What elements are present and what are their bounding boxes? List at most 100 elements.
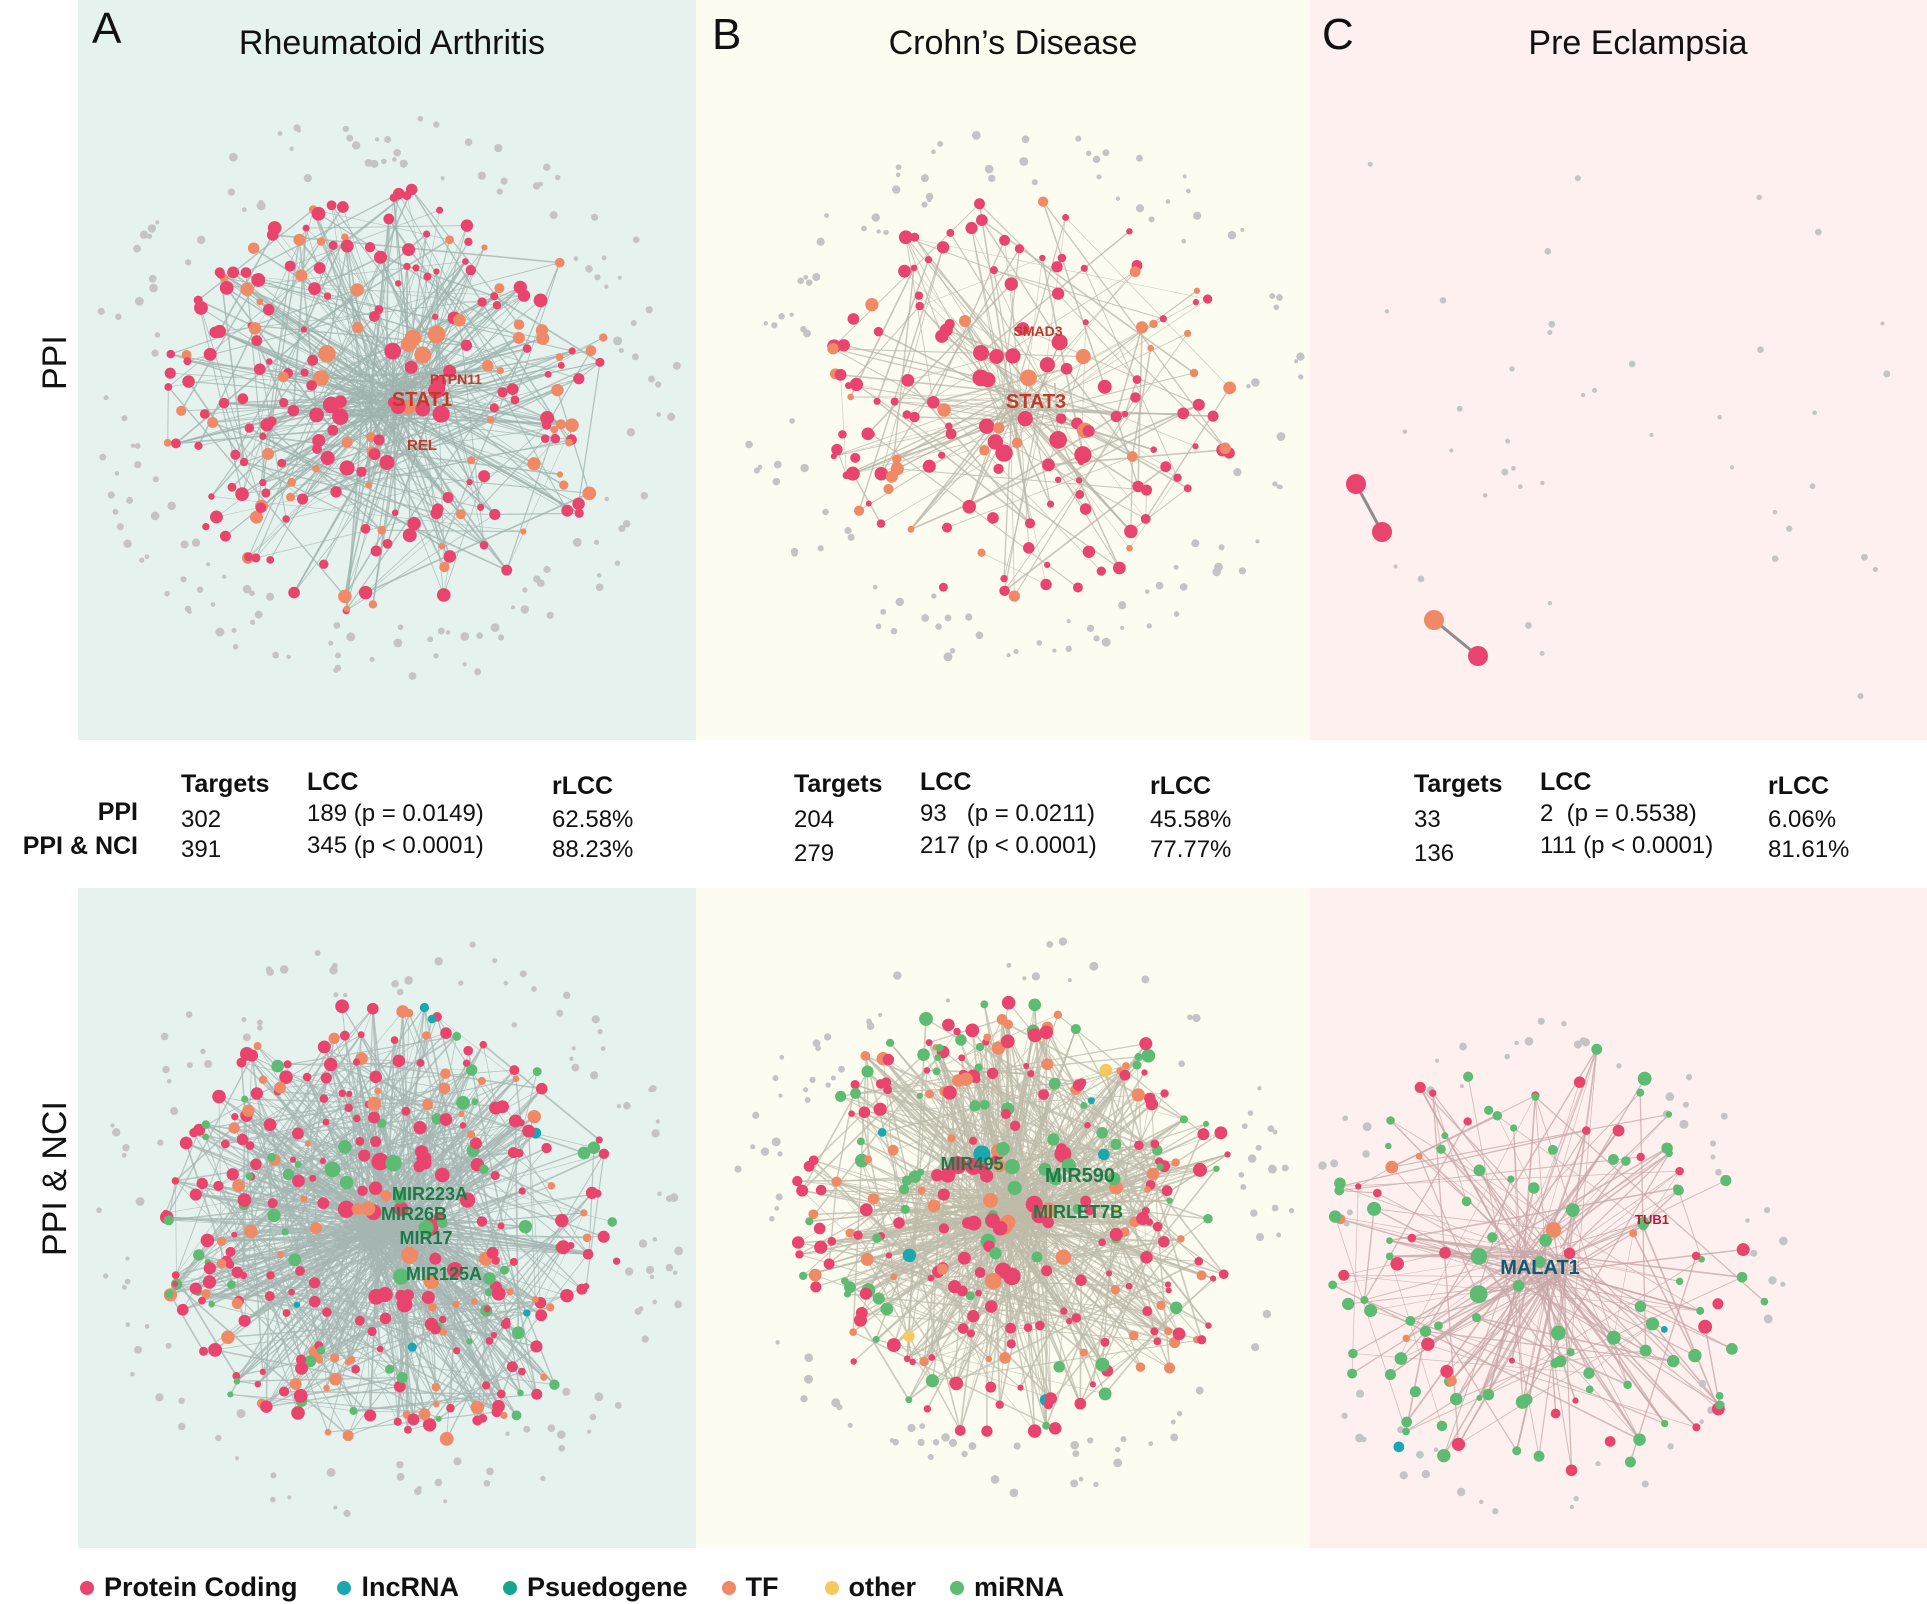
network-node <box>1629 1229 1638 1238</box>
isolated-node <box>589 1071 599 1080</box>
isolated-node <box>1745 1218 1750 1223</box>
network-node <box>1027 1424 1042 1438</box>
isolated-node <box>632 236 640 244</box>
network-edge <box>1562 1258 1573 1471</box>
isolated-node <box>1022 976 1027 981</box>
network-edge <box>175 1274 537 1347</box>
isolated-node <box>1066 619 1071 624</box>
isolated-node <box>258 199 264 205</box>
network-node <box>1132 1060 1142 1070</box>
network-node <box>1736 1271 1748 1283</box>
network-node <box>358 1149 371 1162</box>
network-node <box>176 1303 189 1316</box>
network-node <box>792 1175 803 1187</box>
network-node <box>1084 1204 1095 1216</box>
network-edge <box>1363 1121 1469 1301</box>
network-edge <box>365 492 590 594</box>
network-edge <box>201 1183 349 1436</box>
network-edge <box>326 1311 401 1387</box>
network-node <box>1203 1214 1213 1224</box>
network-edge <box>1528 1275 1629 1386</box>
network-edge <box>234 1116 375 1219</box>
network-node <box>585 1249 593 1256</box>
network-node <box>979 445 990 456</box>
network-node <box>479 540 489 550</box>
network-edge <box>195 1194 399 1237</box>
stats-c-ppi-lcc: 2 (p = 0.5538) <box>1540 800 1697 827</box>
network-node <box>227 1391 234 1398</box>
network-node <box>992 1220 1008 1236</box>
network-edge <box>361 1035 427 1233</box>
isolated-node <box>1780 1281 1786 1287</box>
isolated-node <box>369 656 375 663</box>
network-node <box>1492 1111 1503 1121</box>
network-node <box>1223 381 1237 395</box>
isolated-node <box>1880 321 1885 326</box>
isolated-node <box>1251 378 1260 387</box>
network-node <box>1528 1182 1540 1194</box>
isolated-node <box>648 375 656 383</box>
network-node <box>1179 1115 1188 1124</box>
network-node <box>1131 1088 1145 1102</box>
network-node <box>278 371 289 383</box>
network-edge <box>223 402 387 408</box>
network-node <box>219 281 234 295</box>
network-edge <box>1523 1095 1537 1251</box>
network-edge <box>941 336 1080 495</box>
network-node <box>928 1354 936 1361</box>
isolated-node <box>880 608 887 615</box>
network-node <box>1218 1269 1229 1280</box>
isolated-node <box>1181 238 1187 244</box>
network-node <box>477 503 485 511</box>
network-node <box>489 1101 503 1115</box>
network-edge <box>1042 201 1106 387</box>
network-edge <box>923 1026 1048 1362</box>
network-node <box>1414 1081 1426 1094</box>
network-node <box>1439 1247 1451 1259</box>
network-node <box>374 1087 382 1095</box>
network-node <box>198 1296 206 1305</box>
network-node <box>989 1247 1002 1260</box>
network-node <box>1134 1140 1144 1151</box>
network-node <box>1095 1357 1110 1372</box>
network-node <box>210 510 223 524</box>
network-edge <box>481 1212 584 1222</box>
isolated-node <box>125 1256 130 1261</box>
network-node <box>1027 1028 1042 1043</box>
isolated-node <box>1417 575 1425 583</box>
isolated-node <box>961 1450 968 1458</box>
network-node <box>973 344 989 361</box>
network-node <box>1014 244 1025 254</box>
network-node <box>813 1222 826 1235</box>
network-edge <box>1036 1070 1121 1221</box>
network-node <box>547 1182 556 1190</box>
network-node <box>1409 1386 1421 1398</box>
network-edge <box>528 1131 541 1303</box>
isolated-node <box>1416 1450 1424 1459</box>
network-node <box>1436 1420 1448 1432</box>
network-node <box>341 233 349 241</box>
network-node <box>980 1000 989 1009</box>
network-edge <box>167 386 346 597</box>
isolated-node <box>674 1300 682 1309</box>
network-node <box>803 1160 815 1172</box>
isolated-node <box>1187 1014 1193 1021</box>
network-node <box>391 509 399 517</box>
isolated-node <box>1155 581 1164 590</box>
network-node <box>989 266 998 275</box>
network-node <box>462 258 469 265</box>
network-node <box>1132 480 1144 493</box>
isolated-node <box>151 349 159 357</box>
network-node <box>1054 476 1062 483</box>
isolated-node <box>1178 1060 1185 1068</box>
network-node <box>1121 410 1129 418</box>
network-node <box>220 1139 230 1149</box>
network-edge <box>1553 1270 1719 1410</box>
isolated-node <box>328 640 334 646</box>
network-edge <box>398 193 516 401</box>
isolated-node <box>154 332 161 338</box>
network-node <box>999 585 1010 597</box>
isolated-node <box>824 1033 832 1041</box>
network-node <box>815 1184 827 1196</box>
network-node <box>535 1309 548 1322</box>
